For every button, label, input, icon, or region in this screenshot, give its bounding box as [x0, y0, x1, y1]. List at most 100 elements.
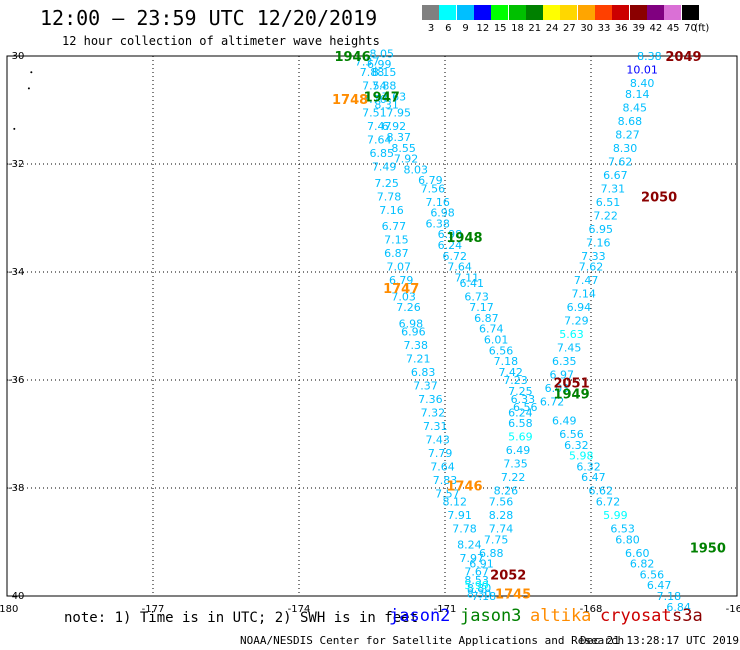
wave-height-value: 7.25: [374, 177, 399, 190]
x-tick-label: -174: [288, 604, 311, 615]
wave-height-value: 7.67: [464, 566, 489, 579]
wave-height-value: 7.92: [394, 153, 419, 166]
pass-time-label: 1946: [334, 50, 370, 65]
wave-height-value: 6.94: [567, 301, 592, 314]
legend-label: 30: [580, 23, 594, 34]
wave-height-value: 6.72: [540, 396, 565, 409]
legend-swatch: [543, 5, 561, 20]
legend-label: 18: [511, 23, 524, 34]
wave-height-value: 7.15: [384, 234, 409, 247]
wave-height-value: 7.97: [460, 552, 485, 565]
wave-height-value: 8.40: [630, 77, 655, 90]
legend-label: 12: [476, 23, 490, 34]
wave-height-value: 7.75: [484, 533, 509, 546]
wave-height-value: 6.79: [389, 274, 414, 287]
wave-height-value: 7.29: [564, 315, 589, 328]
legend-label: 6: [445, 23, 452, 34]
wave-height-value: 6.98: [399, 317, 424, 330]
wave-height-value: 6.74: [479, 323, 504, 336]
wave-height-value: 7.76: [362, 93, 387, 106]
wave-height-value: 7.57: [435, 487, 460, 500]
wave-height-value: 8.53: [464, 574, 489, 587]
wave-height-value: 8.26: [494, 485, 519, 498]
wave-height-value: 8.12: [442, 496, 467, 509]
x-tick-label: -165: [726, 604, 740, 615]
wave-height-value: 6.41: [460, 277, 485, 290]
wave-height-value: 8.68: [618, 115, 643, 128]
y-tick-label: -34: [8, 267, 24, 278]
wave-height-value: 6.56: [559, 428, 584, 441]
wave-height-value: 6.49: [506, 444, 531, 457]
wave-height-value: 8.14: [625, 88, 650, 101]
legend-label: 3: [427, 23, 435, 34]
legend-swatch: [422, 5, 439, 20]
wave-height-value: 7.51: [362, 107, 387, 120]
wave-height-value: 6.03: [545, 382, 570, 395]
wave-height-value: 6.47: [581, 471, 606, 484]
wave-height-value: 7.64: [447, 261, 472, 274]
wave-height-value: 6.47: [647, 579, 672, 592]
legend-swatch: [646, 5, 664, 20]
wave-height-value: 6.51: [596, 196, 621, 209]
wave-height-value: 6.77: [382, 220, 407, 233]
legend-swatch: [664, 5, 682, 20]
legend-swatch: [439, 5, 457, 20]
wave-height-value: 6.67: [603, 169, 628, 182]
map-subtitle: 12 hour collection of altimeter wave hei…: [62, 34, 380, 48]
legend-swatch: [577, 5, 595, 20]
map-title: 12:00 – 23:59 UTC 12/20/2019: [40, 6, 378, 30]
wave-height-value: 7.49: [372, 161, 397, 174]
wave-height-value: 7.45: [557, 342, 582, 355]
wave-height-value: 6.91: [469, 558, 494, 571]
wave-height-value: 6.62: [588, 485, 613, 498]
wave-height-value: 7.78: [452, 523, 477, 536]
legend-label: 9: [462, 23, 469, 34]
pass-time-label: 1949: [553, 388, 589, 403]
legend-label: 24: [545, 23, 559, 34]
wave-height-value: 7.47: [574, 274, 599, 287]
wave-height-value: 6.97: [550, 369, 575, 382]
wave-height-value: 7.37: [413, 379, 438, 392]
x-tick-label: -168: [580, 604, 603, 615]
wave-height-value: 7.11: [455, 271, 480, 284]
legend-swatch: [595, 5, 612, 20]
wave-height-value: 6.72: [596, 496, 621, 509]
footer-timestamp: Dec 21 13:28:17 UTC 2019: [580, 634, 739, 647]
wave-height-value: 5.98: [569, 450, 594, 463]
wave-height-value: 7.18: [494, 355, 519, 368]
legend-label: 39: [632, 23, 645, 34]
island-mark: [30, 71, 33, 74]
wave-height-value: 7.18: [657, 590, 682, 603]
legend-label: 70: [684, 23, 697, 34]
wave-height-value: 8.37: [387, 131, 412, 144]
wave-height-value: 8.80: [467, 582, 492, 595]
wave-height-value: 7.64: [430, 460, 455, 473]
wave-height-value: 6.56: [489, 344, 514, 357]
legend-swatch: [681, 5, 699, 20]
y-tick-label: -30: [8, 51, 24, 62]
wave-height-value: 7.62: [579, 261, 604, 274]
wave-height-value: 7.26: [396, 301, 421, 314]
wave-height-value: 7.03: [391, 290, 416, 303]
wave-height-value: 6.24: [438, 239, 463, 252]
x-tick-label: -177: [142, 604, 165, 615]
wave-height-value: 10.01: [626, 64, 658, 77]
wave-height-value: 6.73: [464, 290, 489, 303]
wave-height-value: 6.96: [401, 325, 426, 338]
wave-height-value: 8.05: [369, 47, 394, 60]
wave-height-value: 6.82: [630, 558, 655, 571]
satellite-jason2: jason2: [389, 606, 451, 626]
legend-unit: (ft): [694, 23, 710, 34]
y-tick-label: -32: [8, 159, 24, 170]
wave-height-value: 8.31: [374, 99, 399, 112]
legend-swatch: [612, 5, 630, 20]
wave-height-value: 7.74: [489, 523, 514, 536]
wave-height-value: 7.47: [367, 120, 392, 133]
wave-height-value: 7.36: [418, 393, 443, 406]
wave-height-value: 6.56: [513, 401, 538, 414]
legend-swatch: [629, 5, 647, 20]
wave-height-value: 6.80: [615, 533, 640, 546]
wave-height-value: 8.30: [467, 587, 492, 600]
legend-label: 45: [666, 23, 680, 34]
